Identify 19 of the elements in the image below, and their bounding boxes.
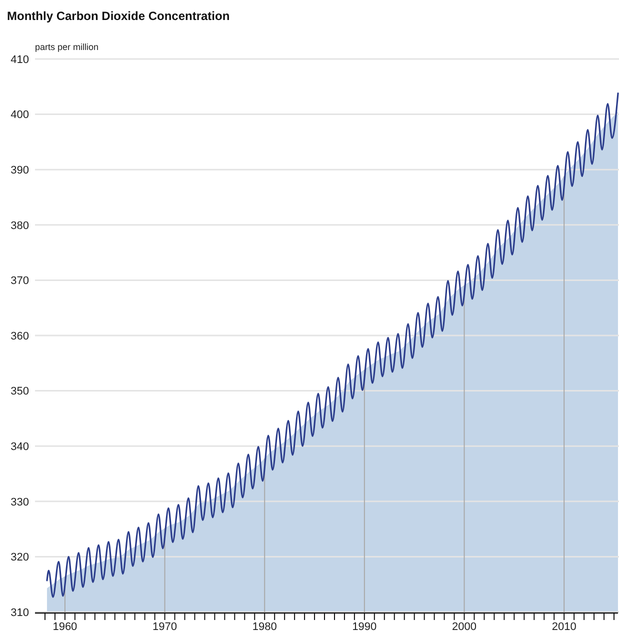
y-axis-title: parts per million bbox=[35, 42, 99, 52]
y-tick-label: 350 bbox=[10, 386, 29, 398]
x-tick-label: 2000 bbox=[452, 621, 477, 633]
y-tick-label: 390 bbox=[10, 164, 29, 176]
x-tick-label: 1970 bbox=[152, 621, 178, 633]
y-tick-label: 370 bbox=[10, 275, 29, 288]
y-tick-label: 380 bbox=[10, 220, 29, 232]
y-tick-label: 340 bbox=[10, 440, 29, 453]
y-tick-label: 310 bbox=[10, 606, 29, 619]
x-tick-label: 1960 bbox=[52, 621, 78, 633]
y-tick-label: 400 bbox=[10, 109, 29, 122]
y-tick-label: 320 bbox=[10, 552, 29, 564]
x-tick-label: 2010 bbox=[552, 621, 576, 633]
y-tick-label: 410 bbox=[10, 54, 29, 66]
y-tick-label: 330 bbox=[10, 496, 29, 508]
y-tick-label: 360 bbox=[10, 330, 29, 342]
x-tick-label: 1990 bbox=[352, 621, 377, 633]
x-tick-label: 1980 bbox=[252, 621, 277, 633]
chart-title: Monthly Carbon Dioxide Concentration bbox=[7, 9, 230, 23]
